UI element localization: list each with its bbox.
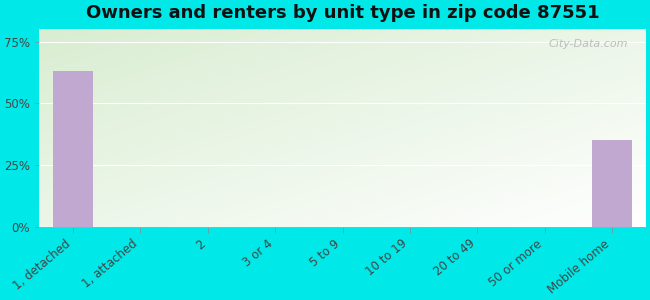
Title: Owners and renters by unit type in zip code 87551: Owners and renters by unit type in zip c… [86,4,599,22]
Bar [592,140,632,227]
Bar [53,71,93,227]
Text: City-Data.com: City-Data.com [548,39,628,49]
